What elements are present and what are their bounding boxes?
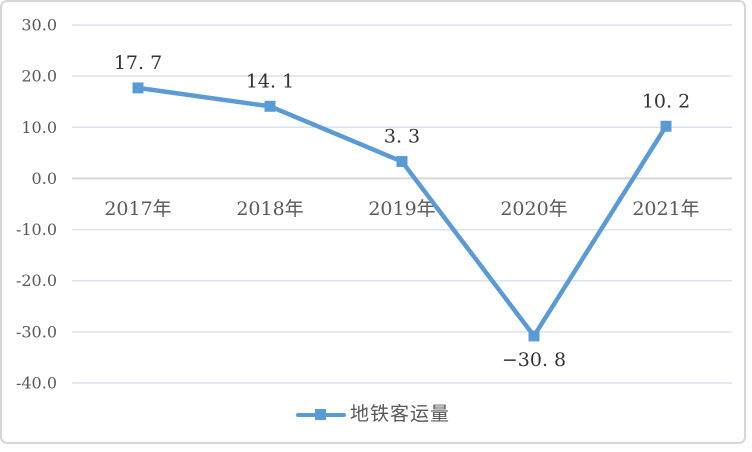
data-point-marker [528, 330, 540, 342]
x-tick-label: 2021年 [632, 198, 699, 220]
legend-label: 地铁客运量 [349, 403, 450, 425]
x-tick-label: 2019年 [368, 198, 435, 220]
y-tick-label: -30.0 [16, 322, 57, 341]
data-point-marker [132, 82, 144, 94]
x-tick-label: 2020年 [500, 198, 567, 220]
data-label: −30. 8 [502, 349, 566, 371]
chart-legend: 地铁客运量 [2, 405, 744, 424]
legend-line-marker [295, 408, 346, 421]
data-point-marker [264, 100, 276, 112]
x-tick-label: 2017年 [104, 198, 171, 220]
y-tick-label: -40.0 [16, 374, 57, 393]
y-tick-label: 30.0 [21, 16, 57, 35]
data-label: 17. 7 [114, 52, 162, 74]
y-tick-label: 10.0 [21, 118, 57, 137]
legend-square-icon [314, 408, 326, 420]
data-label: 3. 3 [384, 126, 420, 148]
data-point-marker [396, 156, 408, 168]
y-tick-label: 0.0 [32, 169, 57, 188]
data-label: 14. 1 [246, 70, 294, 92]
data-point-marker [660, 120, 672, 132]
y-tick-label: -20.0 [16, 271, 57, 290]
x-tick-label: 2018年 [236, 198, 303, 220]
line-chart-svg: 30.0 20.0 10.0 0.0 -10.0 -20.0 -30.0 -40.0 2017年… [16, 16, 732, 393]
data-label: 10. 2 [642, 90, 690, 112]
chart-frame: 30.0 20.0 10.0 0.0 -10.0 -20.0 -30.0 -40.0 2017年… [0, 0, 746, 444]
y-tick-label: 20.0 [21, 67, 57, 86]
y-tick-label: -10.0 [16, 220, 57, 239]
